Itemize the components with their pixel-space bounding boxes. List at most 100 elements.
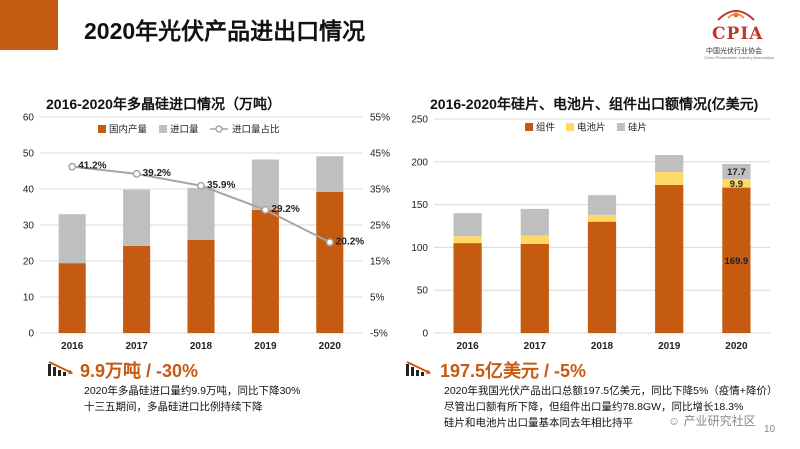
cpia-logo-icon [717, 10, 755, 21]
y2-tick-label: 15% [370, 257, 390, 268]
data-label: 9.9 [730, 179, 743, 190]
legend-swatch [617, 123, 625, 131]
bar-segment [316, 191, 344, 333]
left-chart-title: 2016-2020年多晶硅进口情况（万吨） [46, 96, 281, 112]
y-tick-label: 10 [23, 293, 35, 304]
data-label: 169.9 [725, 256, 749, 267]
line-point [197, 181, 205, 190]
bar-segment [655, 172, 684, 185]
line-point-label: 41.2% [78, 161, 106, 172]
line-point [261, 205, 270, 214]
legend-marker [215, 125, 223, 133]
wechat-icon: ☺ [668, 414, 681, 428]
trend-down-icon [48, 361, 73, 376]
y-tick-label: 0 [28, 329, 34, 340]
left-description: 2020年多晶硅进口量约9.9万吨，同比下降30% 十三五期间，多晶硅进口比例持… [84, 383, 300, 415]
line-point-label: 35.9% [207, 180, 235, 191]
y-tick-label: 20 [23, 257, 35, 268]
y2-tick-label: 25% [370, 221, 390, 232]
left-desc-line: 2020年多晶硅进口量约9.9万吨，同比下降30% [84, 385, 301, 397]
logo-subtitle: 中国光伏行业协会 [706, 48, 762, 55]
legend-swatch [98, 125, 106, 133]
legend-label: 进口量 [170, 125, 199, 136]
bar-segment [453, 236, 482, 244]
bar-segment [123, 189, 151, 246]
bar-segment [587, 214, 617, 222]
x-tick-label: 2016 [61, 341, 84, 352]
line-point-label: 20.2% [336, 236, 364, 247]
bar-segment [58, 263, 86, 333]
bar-segment [453, 243, 482, 333]
line-point [132, 169, 141, 178]
right-chart-title: 2016-2020年硅片、电池片、组件出口额情况(亿美元) [430, 96, 759, 112]
y2-tick-label: 55% [370, 113, 390, 124]
y-tick-label: 0 [422, 329, 428, 340]
y-tick-label: 150 [411, 200, 428, 211]
bar-segment [655, 154, 684, 173]
right-kpi: 197.5亿美元 / -5% [440, 361, 587, 381]
bar-segment [58, 214, 86, 264]
bar-segment [520, 243, 549, 333]
watermark-text: 产业研究社区 [683, 414, 756, 428]
bar-segment [316, 156, 344, 192]
page-number: 10 [764, 424, 776, 435]
bar-segment [453, 213, 482, 237]
legend-label: 硅片 [628, 122, 647, 134]
bar-segment [251, 159, 279, 210]
left-kpi: 9.9万吨 / -30% [80, 361, 199, 381]
y-tick-label: 100 [411, 243, 428, 254]
line-point-label: 29.2% [271, 204, 299, 215]
x-tick-label: 2019 [254, 341, 277, 352]
y-tick-label: 60 [23, 113, 35, 124]
y-tick-label: 30 [23, 221, 35, 232]
line-point [325, 238, 334, 247]
right-description: 2020年我国光伏产品出口总额197.5亿美元，同比下降5%（疫情+降价） 尽管… [444, 383, 777, 431]
legend-label: 电池片 [577, 122, 606, 134]
x-tick-label: 2018 [190, 341, 213, 352]
x-tick-label: 2016 [456, 341, 479, 352]
y2-tick-label: -5% [370, 329, 388, 340]
bar-segment [251, 209, 279, 333]
y2-tick-label: 5% [370, 293, 385, 304]
y-tick-label: 250 [411, 115, 428, 126]
slide-title: 2020年光伏产品进出口情况 [84, 18, 366, 44]
x-tick-label: 2019 [658, 341, 681, 352]
x-tick-label: 2018 [591, 341, 614, 352]
bar-segment [587, 195, 617, 215]
right-desc-line: 硅片和电池片出口量基本同去年相比持平 [444, 417, 633, 429]
y-tick-label: 40 [23, 185, 35, 196]
bar-segment [722, 187, 751, 333]
logo-text: CPIA [712, 24, 764, 44]
logo-subtitle-en: China Photovoltaic Industry Association [704, 55, 775, 60]
bar-segment [722, 179, 751, 188]
x-tick-label: 2017 [125, 341, 148, 352]
data-label: 17.7 [727, 167, 746, 178]
wechat-watermark: ☺ 产业研究社区 [668, 412, 756, 429]
legend-swatch [159, 125, 167, 133]
y-tick-label: 200 [411, 157, 428, 168]
x-tick-label: 2017 [524, 341, 547, 352]
line-point-label: 39.2% [143, 168, 171, 179]
x-tick-label: 2020 [725, 341, 748, 352]
x-tick-label: 2020 [319, 341, 342, 352]
y-tick-label: 50 [417, 286, 429, 297]
bar-segment [123, 245, 151, 333]
bar-segment [655, 184, 684, 333]
bar-segment [520, 235, 549, 244]
legend-label: 国内产量 [109, 124, 148, 136]
y2-tick-label: 45% [370, 149, 390, 160]
legend-swatch [525, 123, 533, 131]
y2-tick-label: 35% [370, 185, 390, 196]
y-tick-label: 50 [23, 149, 35, 160]
title-accent-block [0, 0, 58, 50]
legend-label: 组件 [536, 122, 556, 134]
trend-down-icon [406, 361, 431, 376]
left-desc-line: 十三五期间，多晶硅进口比例持续下降 [84, 401, 263, 413]
bar-segment [187, 187, 215, 240]
bar-segment [722, 163, 751, 180]
bar-segment [587, 221, 617, 333]
bar-segment [520, 208, 549, 236]
bar-segment [187, 239, 215, 333]
